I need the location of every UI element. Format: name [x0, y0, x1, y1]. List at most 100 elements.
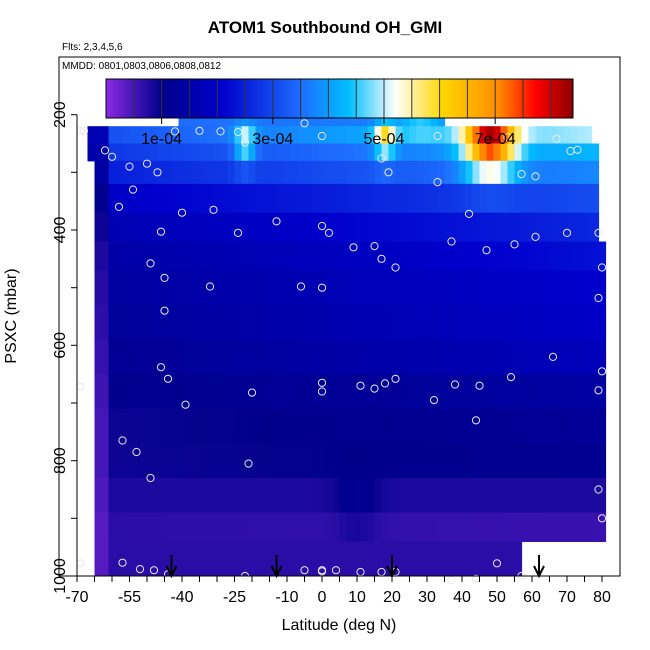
- heatmap-cell: [395, 212, 404, 243]
- heatmap-cell: [591, 443, 600, 479]
- heatmap-cell: [591, 512, 600, 542]
- heatmap-cell: [465, 241, 474, 271]
- heatmap-cell: [493, 183, 502, 214]
- heatmap-cell: [192, 374, 201, 410]
- heatmap-cell: [255, 241, 264, 271]
- heatmap-cell: [164, 374, 173, 410]
- heatmap-cell: [472, 304, 481, 341]
- heatmap-cell: [353, 241, 362, 271]
- heatmap-cell: [192, 183, 201, 214]
- heatmap-cell: [94, 160, 103, 185]
- heatmap-cell: [514, 477, 523, 514]
- heatmap-cell: [591, 160, 600, 185]
- heatmap-cell: [409, 443, 418, 479]
- heatmap-cell: [122, 143, 131, 162]
- heatmap-cell: [220, 339, 229, 375]
- heatmap-cell: [248, 241, 257, 271]
- heatmap-cell: [178, 443, 187, 479]
- heatmap-cell: [472, 374, 481, 410]
- heatmap-cell: [199, 408, 208, 444]
- heatmap-cell: [178, 143, 187, 162]
- heatmap-cell: [444, 143, 453, 162]
- heatmap-cell: [178, 304, 187, 341]
- heatmap-cell: [178, 126, 187, 145]
- heatmap-cell: [129, 339, 138, 375]
- heatmap-cell: [192, 270, 201, 306]
- heatmap-cell: [409, 408, 418, 444]
- heatmap-cell: [129, 241, 138, 271]
- heatmap-cell: [360, 512, 369, 542]
- heatmap-cell: [493, 541, 502, 576]
- heatmap-cell: [136, 541, 145, 576]
- sample-point: [125, 162, 134, 171]
- heatmap-cell: [402, 339, 411, 375]
- x-tick-label: 20: [383, 589, 401, 606]
- heatmap-cell: [87, 126, 96, 145]
- heatmap-cell: [430, 374, 439, 410]
- heatmap-cell: [178, 212, 187, 243]
- heatmap-cell: [213, 304, 222, 341]
- heatmap-cell: [101, 143, 110, 162]
- heatmap-cell: [416, 241, 425, 271]
- heatmap-cell: [94, 143, 103, 162]
- heatmap-cell: [164, 160, 173, 185]
- heatmap-cell: [115, 477, 124, 514]
- heatmap-cell: [514, 304, 523, 341]
- heatmap-cell: [528, 374, 537, 410]
- heatmap-cell: [584, 443, 593, 479]
- sample-point: [170, 127, 180, 136]
- heatmap-cell: [304, 512, 313, 542]
- heatmap-cell: [178, 541, 187, 576]
- heatmap-cell: [416, 541, 425, 576]
- heatmap-cell: [493, 241, 502, 271]
- heatmap-cell: [535, 143, 544, 162]
- heatmap-cell: [185, 212, 194, 243]
- heatmap-cell: [276, 241, 285, 271]
- heatmap-cell: [108, 241, 117, 271]
- sample-point: [76, 382, 85, 391]
- heatmap-cell: [199, 541, 208, 576]
- heatmap-cell: [206, 270, 215, 306]
- heatmap-cell: [577, 241, 586, 271]
- heatmap-cell: [157, 477, 166, 514]
- heatmap-cell: [199, 443, 208, 479]
- heatmap-cell: [276, 212, 285, 243]
- heatmap-cell: [542, 443, 551, 479]
- heatmap-cell: [269, 126, 278, 145]
- heatmap-cell: [276, 304, 285, 341]
- heatmap-cell: [388, 339, 397, 375]
- x-tick-label: -40: [170, 589, 193, 606]
- heatmap-cell: [451, 143, 460, 162]
- heatmap-cell: [563, 304, 572, 341]
- heatmap-cell: [255, 183, 264, 214]
- heatmap-cell: [269, 143, 278, 162]
- heatmap-cell: [409, 339, 418, 375]
- heatmap-cell: [297, 143, 306, 162]
- heatmap-cell: [486, 143, 495, 162]
- heatmap-cell: [360, 241, 369, 271]
- heatmap-cell: [269, 339, 278, 375]
- heatmap-cell: [423, 339, 432, 375]
- heatmap-cell: [241, 541, 250, 576]
- heatmap-cell: [388, 126, 397, 145]
- heatmap-cell: [528, 408, 537, 444]
- heatmap-cell: [556, 126, 565, 145]
- heatmap-cell: [395, 443, 404, 479]
- heatmap-cell: [542, 126, 551, 145]
- heatmap-cell: [472, 477, 481, 514]
- heatmap-cell: [241, 126, 250, 145]
- heatmap-cell: [549, 374, 558, 410]
- sample-point: [370, 384, 379, 393]
- sample-point: [163, 374, 173, 383]
- heatmap-cell: [535, 477, 544, 514]
- heatmap-cell: [507, 183, 516, 214]
- heatmap-cell: [591, 270, 600, 306]
- heatmap-cell: [423, 270, 432, 306]
- sample-point: [594, 228, 603, 237]
- heatmap-cell: [227, 270, 236, 306]
- heatmap-cell: [458, 160, 467, 185]
- heatmap-cell: [577, 270, 586, 306]
- heatmap-cell: [556, 143, 565, 162]
- heatmap-cell: [556, 339, 565, 375]
- heatmap-cell: [199, 183, 208, 214]
